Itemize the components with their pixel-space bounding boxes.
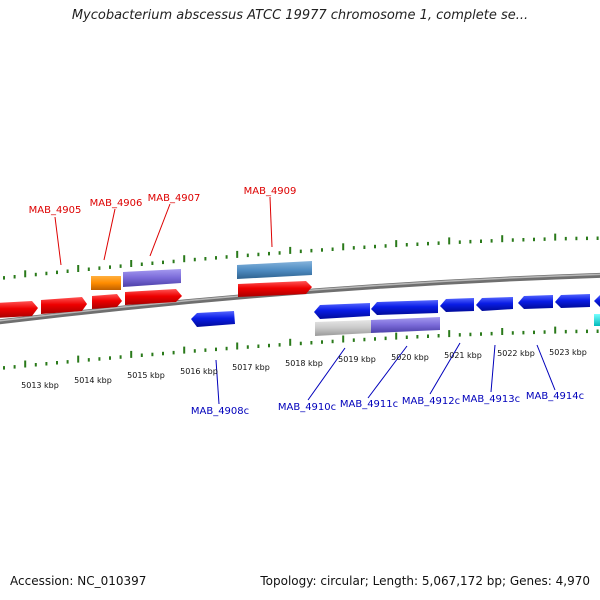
gene-feature-gray[interactable] [315,320,371,336]
accession-text: Accession: NC_010397 [10,574,147,588]
gene-arrow-forward[interactable] [0,301,38,318]
gene-label-reverse[interactable]: MAB_4913c [462,394,520,405]
scale-label: 5023 kbp [549,348,587,357]
gene-label-forward[interactable]: MAB_4906 [90,198,143,209]
outer-tick-ring [3,233,599,280]
gene-arrow-reverse[interactable] [555,294,590,308]
scale-label: 5015 kbp [127,371,165,380]
gene-arrow-reverse[interactable] [371,300,438,315]
gene-label-forward[interactable]: MAB_4905 [29,205,82,216]
forward-label-leaders [54,196,273,266]
gene-arrow-forward[interactable] [125,289,182,305]
gene-label-forward[interactable]: MAB_4907 [148,193,201,204]
gene-label-reverse[interactable]: MAB_4912c [402,396,460,407]
gene-label-reverse[interactable]: MAB_4911c [340,399,398,410]
scale-label: 5018 kbp [285,359,323,368]
reverse-label-leaders [215,342,556,405]
scale-label: 5017 kbp [232,363,270,372]
gene-label-reverse[interactable]: MAB_4908c [191,406,249,417]
gene-label-reverse[interactable]: MAB_4914c [526,391,584,402]
scale-label: 5016 kbp [180,367,218,376]
gene-feature-purple[interactable] [371,317,440,333]
gene-feature-purple[interactable] [123,269,181,287]
gene-arrow-reverse[interactable] [191,311,235,327]
gene-arrow-reverse[interactable] [476,297,513,311]
gene-arrow-reverse[interactable] [314,303,370,319]
scale-label: 5019 kbp [338,355,376,364]
gene-feature-orange[interactable] [91,276,121,290]
gene-arrow-reverse[interactable] [594,295,600,307]
gene-arrow-forward[interactable] [92,294,122,309]
scale-label: 5013 kbp [21,381,59,390]
scale-label: 5014 kbp [74,376,112,385]
map-title: Mycobacterium abscessus ATCC 19977 chrom… [71,8,529,23]
gene-feature-cyan[interactable] [594,314,600,326]
scale-label: 5022 kbp [497,349,535,358]
gene-label-forward[interactable]: MAB_4909 [244,186,297,197]
gene-label-reverse[interactable]: MAB_4910c [278,402,336,413]
scale-label: 5021 kbp [444,351,482,360]
gene-arrow-forward[interactable] [41,297,87,314]
topology-text: Topology: circular; Length: 5,067,172 bp… [260,574,590,588]
inner-tick-ring [3,326,599,370]
gene-arrow-forward[interactable] [238,281,312,297]
gene-feature-steelblue[interactable] [237,261,312,279]
gene-arrow-reverse[interactable] [518,295,553,309]
gene-arrow-reverse[interactable] [440,298,474,312]
scale-label: 5020 kbp [391,353,429,362]
